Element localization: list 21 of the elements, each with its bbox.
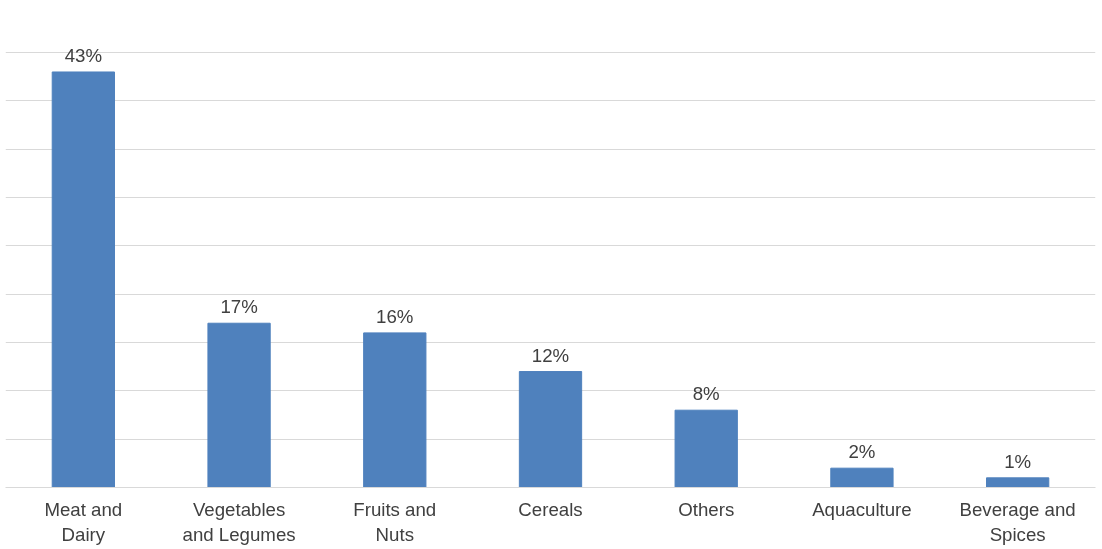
x-tick-label: Others <box>678 498 735 520</box>
x-tick-label: Fruits and Nuts <box>353 498 437 545</box>
x-tick-label: Aquaculture <box>812 498 912 520</box>
bar <box>207 322 271 488</box>
data-label: 17% <box>220 296 258 318</box>
bar <box>51 71 115 488</box>
bar <box>518 371 583 488</box>
data-label: 1% <box>1004 450 1032 472</box>
data-label: 12% <box>531 344 570 366</box>
x-tick-label: Vegetables and Legumes <box>182 498 296 545</box>
data-label: 8% <box>692 383 720 405</box>
data-label: 16% <box>376 305 414 327</box>
x-tick-label: Beverage and Spices <box>959 498 1076 545</box>
bar <box>674 409 738 488</box>
x-tick-label: Cereals <box>518 498 583 520</box>
data-label: 2% <box>848 441 876 463</box>
x-tick-label: Meat and Dairy <box>44 498 123 545</box>
bar <box>986 477 1050 488</box>
data-label: 43% <box>64 44 103 66</box>
bar <box>830 467 894 488</box>
bar <box>363 332 427 488</box>
